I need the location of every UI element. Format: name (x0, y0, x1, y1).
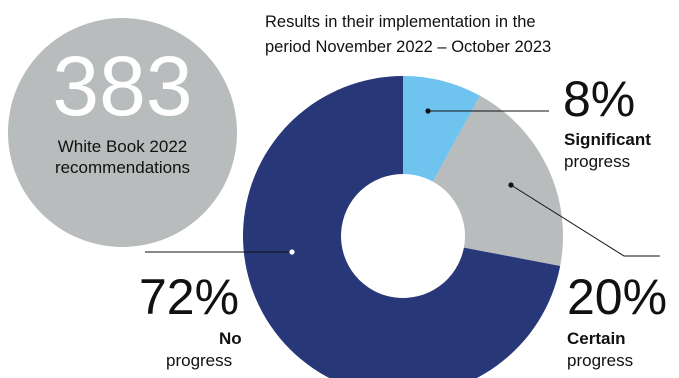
chart-subtitle-line1: Results in their implementation in the (265, 10, 665, 35)
significant-progress-label-bold: Significant (564, 129, 651, 150)
recommendations-count: 383 (8, 40, 237, 132)
chart-subtitle: Results in their implementation in the p… (265, 10, 665, 60)
no-progress-percent: 72% (139, 270, 239, 324)
no-progress-label-rest: progress (166, 350, 232, 371)
leader-no-dot (289, 249, 294, 254)
significant-progress-percent: 8% (563, 72, 635, 126)
recommendations-caption-line2: recommendations (8, 157, 237, 178)
certain-progress-label-rest: progress (567, 350, 633, 371)
certain-progress-label-bold: Certain (567, 328, 626, 349)
no-progress-label-bold: No (219, 328, 242, 349)
significant-progress-label-rest: progress (564, 151, 630, 172)
donut-slices (243, 76, 563, 378)
leader-significant-dot (425, 108, 430, 113)
chart-subtitle-line2: period November 2022 – October 2023 (265, 35, 665, 60)
recommendations-count-circle: 383 White Book 2022 recommendations (8, 18, 237, 247)
leader-certain-dot (508, 182, 513, 187)
certain-progress-percent: 20% (567, 270, 667, 324)
recommendations-caption: White Book 2022 recommendations (8, 136, 237, 178)
recommendations-caption-line1: White Book 2022 (8, 136, 237, 157)
